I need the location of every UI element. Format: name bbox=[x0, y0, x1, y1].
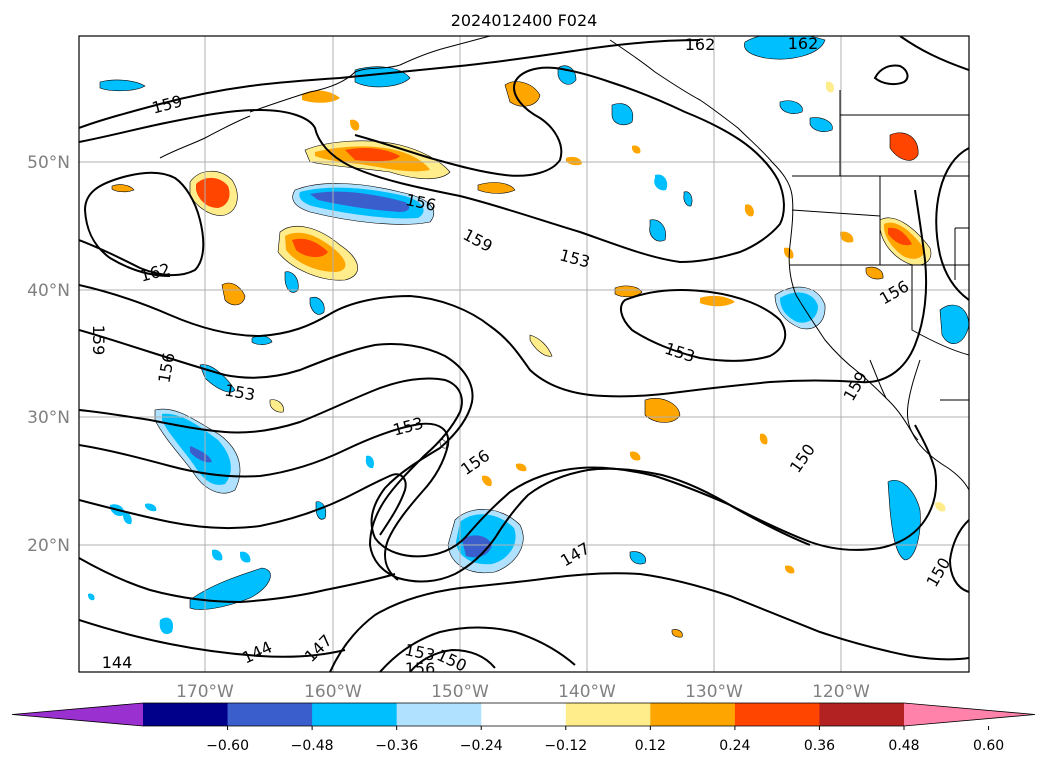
label-144-a: 144 bbox=[102, 653, 133, 672]
colorbar-swatches bbox=[11, 702, 1036, 727]
colorbar-swatch bbox=[734, 703, 820, 726]
longitude-labels: 170°W 160°W 150°W 140°W 130°W 120°W bbox=[176, 682, 870, 702]
colorbar-tick-label: −0.24 bbox=[460, 738, 503, 754]
colorbar-swatch bbox=[227, 703, 313, 726]
colorbar-swatch bbox=[143, 703, 229, 726]
lat-label-30n: 30°N bbox=[27, 408, 70, 428]
map-frame bbox=[78, 35, 970, 673]
lat-label-50n: 50°N bbox=[27, 153, 70, 173]
graticule bbox=[79, 36, 969, 672]
lon-label-140w: 140°W bbox=[558, 682, 616, 702]
label-162-b: 162 bbox=[788, 34, 819, 53]
colorbar-tick-label: −0.12 bbox=[544, 738, 587, 754]
figure-title: 2024012400 F024 bbox=[451, 11, 598, 30]
colorbar-swatch bbox=[396, 703, 482, 726]
lon-label-120w: 120°W bbox=[812, 682, 870, 702]
map-panel: 162 162 159 156 159 153 162 156 159 153 … bbox=[78, 34, 970, 678]
lon-label-160w: 160°W bbox=[304, 682, 362, 702]
label-156-e: 156 bbox=[405, 659, 436, 678]
colorbar-tick-label: 0.48 bbox=[888, 738, 919, 754]
colorbar-tick-label: 0.60 bbox=[973, 738, 1004, 754]
colorbar: −0.60 −0.48 −0.36 −0.24 −0.12 0.12 0.24 0.36 0.4… bbox=[11, 702, 1036, 754]
colorbar-tick-label: −0.60 bbox=[206, 738, 249, 754]
shaded-anomalies bbox=[88, 36, 969, 638]
colorbar-tick-label: −0.36 bbox=[375, 738, 418, 754]
colorbar-extend-high bbox=[904, 703, 1035, 726]
colorbar-ticks: −0.60 −0.48 −0.36 −0.24 −0.12 0.12 0.24 0.36 0.4… bbox=[206, 726, 1004, 754]
colorbar-tick-label: 0.24 bbox=[719, 738, 750, 754]
lon-label-130w: 130°W bbox=[685, 682, 743, 702]
map-background bbox=[79, 36, 969, 672]
colorbar-swatch bbox=[650, 703, 736, 726]
height-contours bbox=[79, 36, 969, 672]
lat-label-20n: 20°N bbox=[27, 536, 70, 556]
colorbar-swatch bbox=[312, 703, 398, 726]
coastlines bbox=[159, 36, 969, 491]
colorbar-swatch bbox=[481, 703, 567, 726]
label-162-a: 162 bbox=[685, 35, 716, 54]
latitude-labels: 50°N 40°N 30°N 20°N bbox=[27, 153, 70, 556]
lat-label-40n: 40°N bbox=[27, 281, 70, 301]
colorbar-swatch bbox=[565, 703, 651, 726]
lon-label-150w: 150°W bbox=[431, 682, 489, 702]
colorbar-tick-label: 0.12 bbox=[635, 738, 666, 754]
colorbar-extend-low bbox=[12, 703, 143, 726]
colorbar-tick-label: −0.48 bbox=[291, 738, 334, 754]
label-159-c: 159 bbox=[89, 325, 108, 356]
colorbar-outline bbox=[11, 702, 1036, 727]
lon-label-170w: 170°W bbox=[176, 682, 234, 702]
colorbar-swatch bbox=[819, 703, 905, 726]
colorbar-tick-label: 0.36 bbox=[804, 738, 835, 754]
